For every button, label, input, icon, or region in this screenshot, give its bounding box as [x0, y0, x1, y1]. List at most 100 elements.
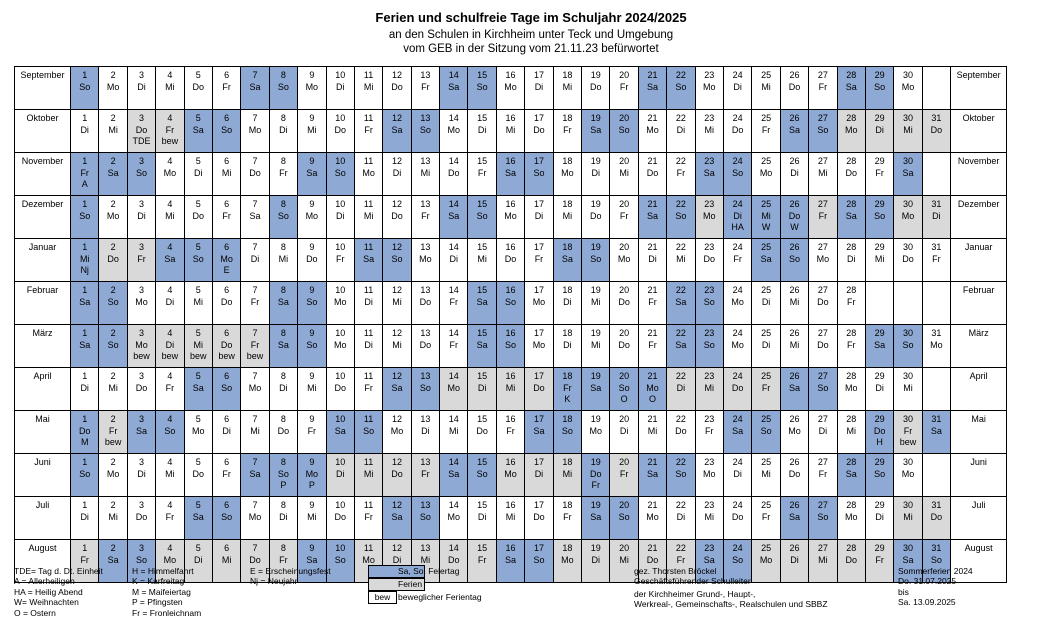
- day-cell: 24 Mo: [722, 281, 753, 325]
- weekday-label: Fr: [477, 554, 487, 565]
- weekday-label: Sa: [505, 554, 517, 565]
- day-number: 30: [903, 543, 914, 553]
- summer-end: Sa. 13.09.2025: [898, 597, 956, 608]
- day-number: 29: [874, 242, 885, 252]
- day-cell: 16 Sa: [495, 539, 526, 583]
- weekday-label: Mo: [759, 554, 773, 565]
- weekday-label: Do: [902, 253, 914, 264]
- weekday-label: Fr: [648, 339, 657, 350]
- weekday-label: Mi: [307, 124, 317, 135]
- day-number: 10: [335, 70, 346, 80]
- day-number: 17: [533, 156, 544, 166]
- day-number: 13: [420, 543, 431, 553]
- weekday-label: Sa: [788, 382, 800, 393]
- weekday-label: Sa: [306, 167, 318, 178]
- weekday-label: Do: [78, 425, 91, 436]
- day-number: 11: [363, 199, 374, 209]
- day-number: 21: [647, 285, 658, 295]
- day-number: 3: [138, 70, 144, 80]
- weekday-label: Mi: [108, 511, 118, 522]
- day-cell: 20 Fr: [609, 195, 639, 239]
- day-cell: 24 Do: [722, 109, 753, 153]
- day-cell: 7 Mi: [240, 410, 270, 454]
- day-number: 26: [789, 500, 800, 510]
- weekday-label: Do: [334, 124, 346, 135]
- day-cell: 9 Mo P: [297, 453, 327, 497]
- day-cell: 8 Do: [268, 410, 299, 454]
- day-number: 27: [817, 70, 828, 80]
- day-cell: 24 Di: [722, 453, 753, 497]
- day-number: 14: [448, 543, 459, 553]
- day-number: 20: [619, 113, 630, 123]
- day-cell: 26 Do W: [779, 195, 810, 239]
- day-cell: 5 Mi bew: [183, 324, 213, 368]
- day-number: 17: [533, 371, 544, 381]
- signature-org-2: Werkreal-, Gemeinschafts-, Realschulen u…: [634, 599, 828, 610]
- legend-item: W= Weihnachten: [14, 597, 79, 608]
- weekday-label: Do: [533, 511, 545, 522]
- day-cell: 20 Mi: [609, 152, 639, 196]
- day-number: 6: [224, 543, 230, 553]
- summer-title: Sommerferien 2024: [898, 566, 973, 576]
- day-cell: 11 Fr: [353, 367, 384, 411]
- day-cell: 28 Mo: [836, 367, 866, 411]
- day-number: 3: [138, 457, 144, 467]
- weekday-label: Mi: [165, 210, 175, 221]
- day-number: 17: [533, 242, 544, 252]
- day-cell: 8 Di: [268, 496, 299, 540]
- day-number: 23: [704, 156, 715, 166]
- day-cell: 18 Mo: [552, 539, 583, 583]
- day-cell: 22 So: [666, 66, 696, 110]
- weekday-label: Sa: [533, 425, 545, 436]
- day-number: 12: [391, 242, 402, 252]
- weekday-label: Sa: [703, 167, 715, 178]
- month-label-right: November: [950, 152, 1008, 196]
- day-number: 16: [505, 414, 516, 424]
- school-holiday-calendar: September 1 So 2 Mo 3 Di 4 Mi 5 Do 6 Fr 7 Sa 8 So 9 Mo 10 Di…: [14, 66, 1008, 583]
- weekday-label: Mi: [505, 382, 516, 393]
- month-label-right: Februar: [950, 281, 1008, 325]
- day-number: 28: [846, 457, 857, 467]
- day-cell: 8 Mi: [268, 238, 299, 282]
- day-number: 8: [280, 371, 286, 381]
- weekday-label: Do: [930, 124, 943, 135]
- day-number: 16: [505, 242, 516, 252]
- weekday-label: So: [874, 81, 886, 92]
- day-cell: 20 Mo: [609, 238, 639, 282]
- day-annotation: P: [308, 480, 315, 490]
- day-number: 23: [704, 328, 715, 338]
- day-number: 4: [167, 70, 173, 80]
- day-number: 10: [335, 242, 346, 252]
- day-cell: 27 Do: [808, 281, 838, 325]
- day-number: 19: [590, 156, 601, 166]
- day-cell: 13 Di: [410, 410, 441, 454]
- day-number: 23: [704, 199, 715, 209]
- day-cell: 14 Mi: [439, 410, 469, 454]
- day-cell: 15 So: [467, 195, 497, 239]
- day-cell: 5 Do: [183, 195, 213, 239]
- weekday-label: Mo: [504, 468, 517, 479]
- weekday-label: Mi: [363, 81, 374, 92]
- weekday-label: So: [277, 81, 289, 92]
- weekday-label: Fr: [222, 468, 231, 479]
- weekday-label: So: [277, 210, 289, 221]
- day-number: 31: [931, 113, 942, 123]
- day-cell: 8 Fr: [268, 152, 299, 196]
- day-cell: 3 Di: [126, 195, 157, 239]
- day-number: 9: [309, 156, 315, 166]
- day-number: 28: [846, 199, 857, 209]
- day-cell: 15 Fr: [467, 539, 497, 583]
- day-cell: 6 Mi: [211, 152, 242, 196]
- day-cell: 4 Fr: [155, 367, 185, 411]
- weekday-label: Sa: [647, 81, 659, 92]
- day-number: 5: [195, 500, 201, 510]
- day-number: 26: [789, 70, 800, 80]
- day-number: 28: [846, 328, 857, 338]
- day-cell: 2 Mo: [98, 195, 128, 239]
- weekday-label: Fr: [875, 167, 884, 178]
- weekday-label: Mo: [844, 124, 858, 135]
- weekday-label: Mo: [731, 296, 744, 307]
- weekday-label: Mo: [106, 81, 120, 92]
- day-cell: 19 Sa: [581, 109, 611, 153]
- day-number: 26: [789, 457, 800, 467]
